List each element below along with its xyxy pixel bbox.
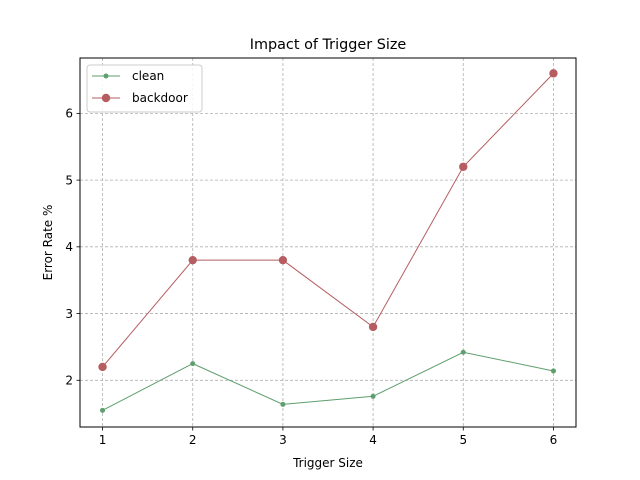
plot-area — [80, 58, 576, 427]
series-line-clean — [102, 351, 554, 411]
legend: clean backdoor — [86, 64, 203, 113]
x-axis-label: Trigger Size — [292, 456, 363, 470]
x-tick-label: 6 — [550, 433, 558, 447]
data-point-clean — [190, 361, 196, 367]
y-tick-label: 3 — [65, 307, 73, 321]
data-point-backdoor — [278, 255, 288, 265]
y-axis-label: Error Rate % — [41, 205, 55, 281]
plot-frame — [79, 57, 577, 428]
data-point-backdoor — [188, 255, 197, 265]
data-point-clean — [460, 349, 466, 355]
series-line-backdoor — [102, 72, 554, 368]
data-point-clean — [550, 368, 556, 374]
legend-label-backdoor: backdoor — [132, 91, 188, 105]
data-point-backdoor — [98, 362, 107, 372]
grid-lines — [80, 58, 576, 427]
y-tick-label: 6 — [65, 107, 73, 121]
x-axis-ticks: 1 2 3 4 5 6 — [99, 427, 558, 447]
data-point-clean — [100, 407, 106, 413]
data-point-backdoor — [549, 69, 558, 78]
legend-label-clean: clean — [132, 69, 164, 83]
series-layer — [98, 69, 558, 413]
legend-marker-clean — [103, 73, 109, 79]
legend-marker-backdoor — [101, 93, 111, 103]
x-tick-label: 5 — [459, 433, 467, 447]
x-tick-label: 1 — [99, 433, 107, 447]
data-point-clean — [370, 393, 376, 399]
data-point-backdoor — [459, 162, 468, 171]
y-axis-ticks: 2 3 4 5 6 — [65, 107, 80, 388]
x-tick-label: 4 — [369, 433, 377, 447]
y-tick-label: 2 — [65, 374, 73, 388]
legend-box — [86, 64, 203, 113]
x-tick-label: 2 — [189, 433, 197, 447]
y-tick-label: 4 — [65, 240, 73, 254]
x-tick-label: 3 — [279, 433, 287, 447]
y-tick-label: 5 — [65, 173, 73, 187]
data-point-backdoor — [368, 322, 378, 332]
chart-title: Impact of Trigger Size — [250, 37, 407, 53]
data-point-clean — [280, 401, 286, 407]
